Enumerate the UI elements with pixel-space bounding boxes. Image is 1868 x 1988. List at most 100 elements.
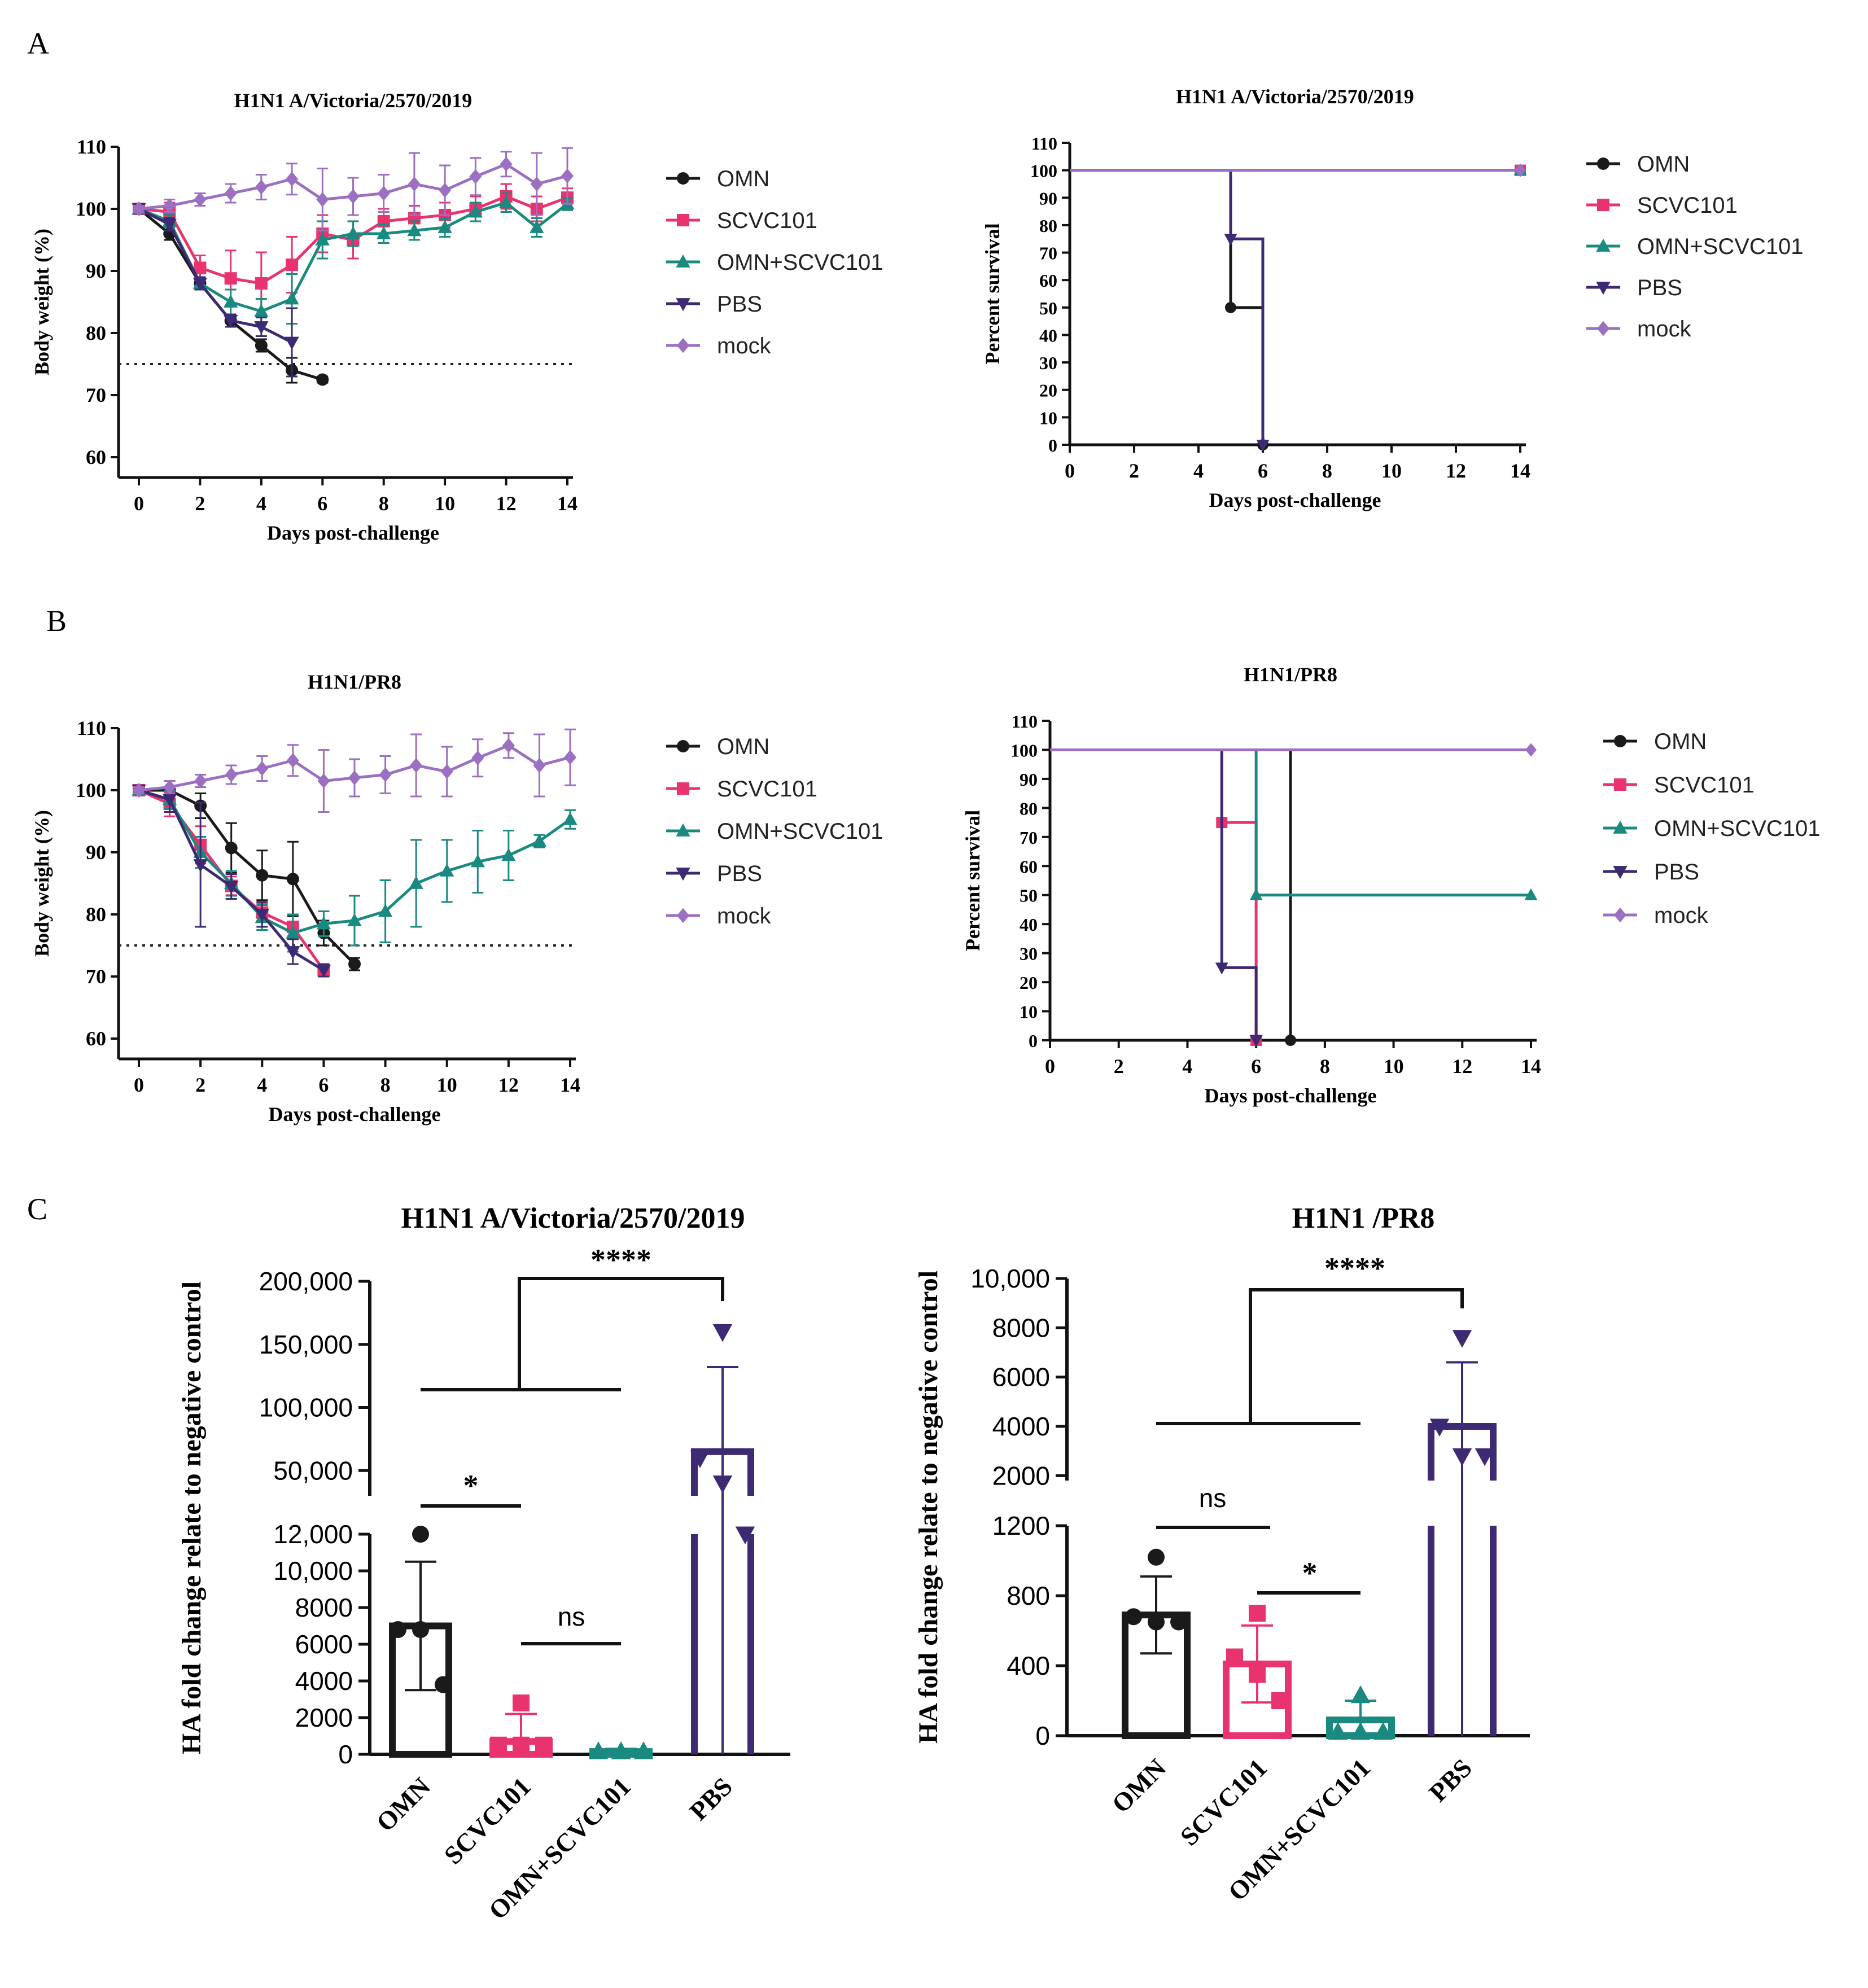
data-point <box>712 1475 733 1494</box>
data-point <box>347 913 362 926</box>
data-point <box>1249 888 1263 900</box>
y-tick-label: 100 <box>76 779 106 802</box>
y-tick-label: 90 <box>86 260 106 282</box>
data-point <box>390 1621 406 1638</box>
y-tick-label: 90 <box>1020 769 1038 790</box>
x-tick-label: 0 <box>134 1074 144 1096</box>
y-tick-label: 90 <box>86 841 106 864</box>
legend-label: SCVC101 <box>1637 193 1738 218</box>
data-point <box>532 834 547 847</box>
x-tick-label: 10 <box>1381 459 1402 482</box>
chart-A2: H1N1 A/Victoria/2570/2019 0 2 4 6 8 10 12 14 0 10 2… <box>981 85 1530 511</box>
data-point <box>513 1694 530 1711</box>
data-point <box>468 204 483 218</box>
significance-label: * <box>1302 1556 1318 1590</box>
data-point <box>435 1676 452 1693</box>
data-point <box>255 909 269 922</box>
data-point <box>1215 962 1228 975</box>
y-tick-label: 100 <box>76 198 106 220</box>
x-tick-label: 4 <box>256 492 266 515</box>
data-point <box>379 767 392 782</box>
data-point <box>439 182 452 198</box>
data-point <box>490 1736 507 1754</box>
data-point <box>533 757 546 773</box>
x-tick-label: 4 <box>1193 459 1204 482</box>
y-tick-label: 2000 <box>992 1461 1050 1490</box>
data-point <box>377 226 391 239</box>
y-tick-label: 50 <box>1039 298 1057 318</box>
legend-label: mock <box>1637 317 1692 341</box>
y-tick-label: 100 <box>1010 740 1038 760</box>
y-tick-label: 20 <box>1020 973 1038 993</box>
data-point <box>316 192 329 207</box>
data-point <box>316 373 329 386</box>
series-mock <box>1070 163 1526 177</box>
data-point <box>1249 1035 1263 1047</box>
legend-marker <box>1614 907 1626 923</box>
data-point <box>348 958 361 970</box>
data-point <box>535 1736 552 1754</box>
data-point <box>254 304 269 317</box>
data-point <box>224 272 237 285</box>
x-tick-label: 14 <box>1521 1055 1541 1078</box>
data-point <box>193 278 208 291</box>
x-tick-label: 10 <box>437 1074 457 1096</box>
y-tick-label: 1200 <box>992 1511 1050 1540</box>
data-point <box>377 186 390 201</box>
x-tick-label: 8 <box>1322 459 1332 482</box>
data-point <box>438 220 452 233</box>
x-tick-label: 2 <box>195 1074 205 1096</box>
bar-group-OMN <box>389 1526 452 1758</box>
legend-marker <box>1596 282 1611 295</box>
y-tick-label: 80 <box>86 322 106 344</box>
data-point <box>194 192 207 207</box>
data-point <box>712 1324 733 1342</box>
data-point <box>1328 1722 1348 1740</box>
data-point <box>1452 1330 1472 1348</box>
series-mock <box>133 728 576 813</box>
data-point <box>690 1450 710 1468</box>
data-point <box>256 869 269 882</box>
y-tick-label: 110 <box>77 135 106 158</box>
data-point <box>1224 234 1237 246</box>
legend-b2: OMN SCVC101 OMN+SCVC101 PBS mock <box>1603 729 1821 928</box>
data-point <box>1249 1666 1266 1683</box>
data-point <box>133 201 145 217</box>
data-point <box>163 780 176 795</box>
legend-label: PBS <box>1654 860 1699 884</box>
data-point <box>1125 1608 1142 1626</box>
panel-letter-a: A <box>27 27 49 60</box>
y-tick-label: 60 <box>86 446 106 468</box>
data-point <box>316 965 331 978</box>
data-point <box>1271 1692 1288 1709</box>
y-tick-label: 6000 <box>295 1630 353 1659</box>
y-tick-label: 150,000 <box>259 1330 353 1359</box>
data-point <box>255 179 268 195</box>
data-point <box>1429 1418 1450 1437</box>
y-tick-label: 100,000 <box>259 1393 353 1422</box>
category-label: OMN <box>371 1772 436 1837</box>
legend-label: OMN <box>1637 152 1690 177</box>
legend-marker <box>1597 321 1609 336</box>
x-tick-label: 14 <box>1510 459 1530 482</box>
data-point <box>440 863 454 877</box>
chart-B1: H1N1/PR8 0 2 4 6 8 10 12 14 60 70 80 90 100 110 Days po… <box>30 671 580 1126</box>
legend-marker <box>1614 778 1626 791</box>
data-point <box>470 854 485 868</box>
y-tick-label: 70 <box>86 965 106 988</box>
x-tick-label: 10 <box>1384 1055 1404 1078</box>
legend-marker <box>677 908 689 923</box>
y-tick-label: 30 <box>1020 944 1038 964</box>
legend-marker <box>676 254 690 268</box>
series-SCVC101 <box>1050 748 1262 1046</box>
bar-group-SCVC101 <box>489 1694 553 1758</box>
x-tick-label: 8 <box>1320 1055 1330 1078</box>
data-point <box>256 761 269 776</box>
x-tick-label: 4 <box>1182 1055 1192 1078</box>
legend-marker <box>1613 866 1628 879</box>
data-point <box>633 1741 654 1759</box>
data-point <box>255 277 268 290</box>
significance-label: * <box>463 1469 479 1503</box>
y-tick-label: 60 <box>86 1027 106 1050</box>
y-tick-label: 60 <box>1039 270 1057 291</box>
